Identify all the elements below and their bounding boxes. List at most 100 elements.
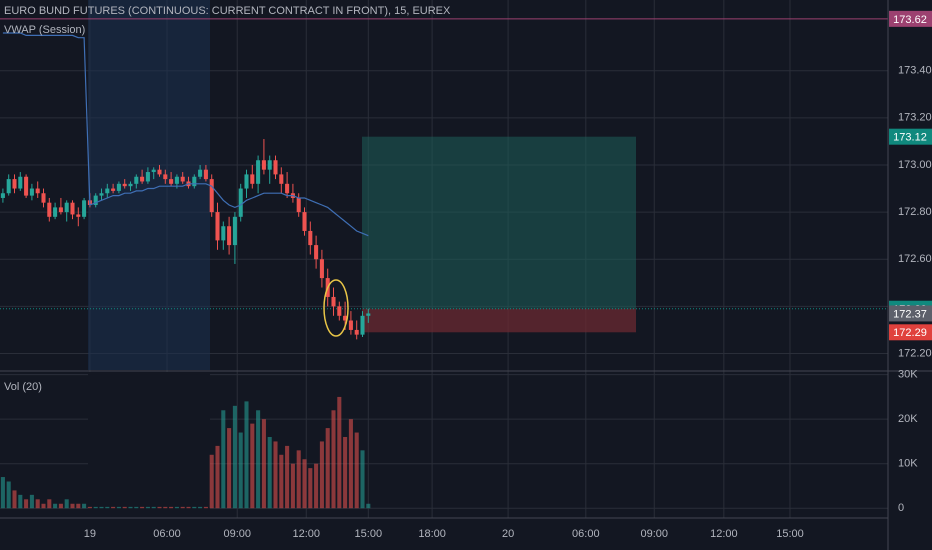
price-tag — [889, 128, 932, 145]
position-stop-zone — [362, 308, 636, 333]
position-target-zone — [362, 136, 636, 309]
candle-body — [93, 195, 98, 206]
volume-bar — [169, 506, 174, 509]
volume-bar — [302, 459, 307, 509]
volume-bar — [232, 405, 237, 509]
volume-bar — [348, 419, 353, 509]
candle-body — [157, 169, 162, 175]
candle-body — [366, 313, 371, 316]
candle-body — [308, 230, 313, 246]
volume-bar — [180, 506, 185, 509]
candle-body — [261, 160, 266, 170]
candle-body — [279, 174, 284, 184]
volume-bar — [24, 499, 29, 509]
price-tag — [889, 10, 932, 27]
volume-bar — [186, 506, 191, 509]
volume-bar — [122, 506, 127, 509]
volume-bar — [6, 481, 11, 509]
candle-body — [70, 202, 75, 215]
x-tick-label: 06:00 — [153, 528, 181, 540]
highlight-ellipse — [323, 279, 349, 337]
x-tick-label: 15:00 — [776, 528, 804, 540]
volume-bar — [308, 468, 313, 509]
candle-body — [163, 174, 168, 180]
candle-body — [250, 174, 255, 184]
candle-body — [29, 188, 34, 196]
volume-bar — [128, 506, 133, 509]
v-tick-label: 10K — [898, 458, 918, 470]
volume-bar — [82, 503, 87, 509]
volume-bar — [203, 506, 208, 509]
candle-body — [232, 216, 237, 246]
volume-bar — [221, 410, 226, 509]
candle-body — [221, 226, 226, 241]
candle-body — [198, 169, 203, 177]
candle-body — [215, 212, 220, 241]
volume-bar — [273, 441, 278, 509]
candle-body — [302, 212, 307, 231]
candle-body — [256, 160, 261, 184]
candle-body — [140, 176, 145, 182]
volume-bar — [93, 506, 98, 509]
volume-bar — [314, 463, 319, 509]
volume-bar — [76, 503, 81, 509]
volume-bar — [41, 503, 46, 509]
y-tick-label: 173.20 — [898, 112, 932, 124]
volume-bar — [35, 499, 40, 509]
x-tick-label: 18:00 — [418, 528, 446, 540]
candle-body — [273, 160, 278, 175]
y-tick-label: 173.40 — [898, 65, 932, 77]
candle-body — [47, 202, 52, 217]
volume-bar — [215, 445, 220, 509]
volume-bar — [70, 503, 75, 509]
v-tick-label: 20K — [898, 413, 918, 425]
x-tick-label: 09:00 — [223, 528, 251, 540]
y-tick-label: 172.20 — [898, 347, 932, 359]
v-tick-label: 30K — [898, 369, 918, 381]
candle-body — [134, 176, 139, 184]
volume-bar — [261, 419, 266, 509]
y-tick-label: 172.60 — [898, 253, 932, 265]
candle-body — [331, 296, 336, 307]
plot — [0, 18, 888, 509]
x-tick-label: 09:00 — [640, 528, 668, 540]
volume-bar — [29, 494, 34, 509]
volume-bar — [157, 506, 162, 509]
candle-body — [151, 169, 156, 173]
axes: 19 06:00 09:00 12:00 15:00 18:00 20 06:00 09:00 1… — [84, 10, 932, 540]
candle-body — [337, 306, 342, 316]
price-tag-label: 172.29 — [893, 327, 927, 339]
x-tick-label: 12:00 — [292, 528, 320, 540]
candle-body — [0, 193, 5, 198]
x-tick-label: 20 — [502, 528, 514, 540]
candle-body — [267, 160, 272, 170]
chart-title: EURO BUND FUTURES (CONTINUOUS: CURRENT C… — [4, 5, 451, 17]
pane-mask — [88, 372, 210, 518]
session-shade — [88, 0, 210, 370]
volume-bar — [325, 428, 330, 509]
candle-body — [12, 179, 17, 189]
y-tick-label: 172.80 — [898, 206, 932, 218]
volume-bar — [111, 506, 116, 509]
volume-bar — [116, 506, 121, 509]
price-tag — [889, 305, 932, 322]
volume-bar — [53, 503, 58, 509]
volume-bar — [244, 401, 249, 509]
candle-body — [360, 315, 365, 335]
candle-body — [64, 202, 69, 213]
candle-body — [348, 320, 353, 330]
candle-body — [285, 183, 290, 194]
volume-bar — [209, 454, 214, 509]
candle-body — [128, 183, 133, 187]
candle-body — [319, 259, 324, 279]
candle-body — [169, 179, 174, 184]
volume-bar — [337, 396, 342, 509]
volume-bar — [250, 423, 255, 509]
candle-body — [209, 179, 214, 213]
volume-bar — [267, 436, 272, 509]
volume-bar — [174, 506, 179, 509]
candle-body — [99, 193, 104, 196]
candle-body — [122, 183, 127, 187]
candle-body — [227, 226, 232, 246]
